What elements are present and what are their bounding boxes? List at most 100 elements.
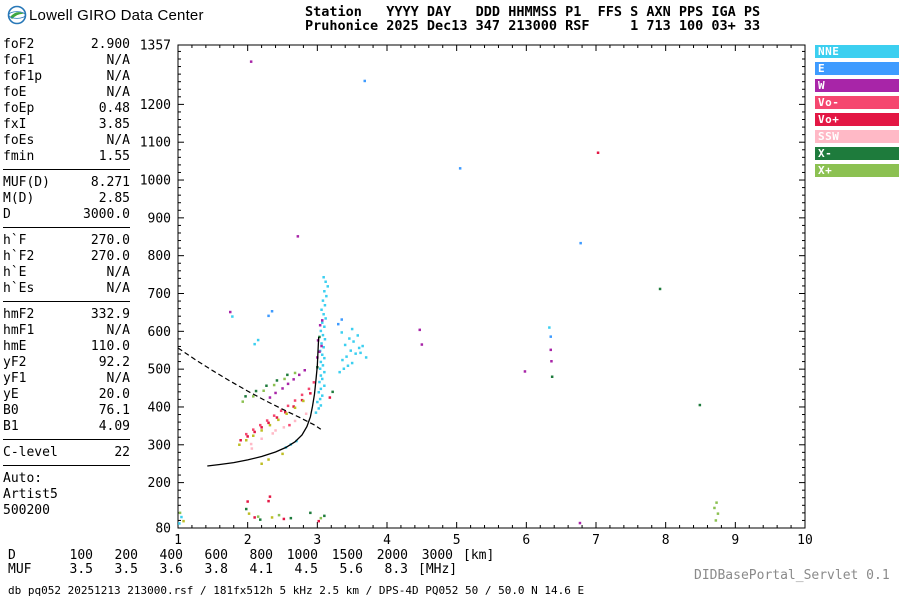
- param-label: Artist5: [3, 487, 58, 502]
- echo-point: [458, 167, 462, 170]
- param-label: hmE: [3, 339, 27, 354]
- x-tick-label: 4: [383, 533, 391, 548]
- param-label: M(D): [3, 191, 35, 206]
- legend-item-vo: Vo-: [815, 96, 899, 109]
- echo-point: [548, 326, 551, 329]
- param-label: foF2: [3, 37, 35, 52]
- echo-point: [321, 364, 325, 367]
- echo-point: [252, 428, 255, 431]
- echo-point: [253, 516, 256, 519]
- param-label: Auto:: [3, 471, 43, 486]
- parameter-panel: foF2 2.900 foF1 N/A foF1p N/A foE N/A foEp 0.48 fx…: [3, 37, 130, 519]
- echo-point: [338, 370, 341, 374]
- echo-point: [281, 387, 284, 390]
- echo-point: [245, 507, 248, 511]
- echo-point: [252, 395, 255, 398]
- echo-point: [286, 404, 290, 408]
- echo-point: [323, 356, 326, 360]
- echo-point: [272, 383, 276, 387]
- echo-point: [318, 324, 322, 327]
- param-value: N/A: [106, 281, 130, 296]
- muf-transmission-curve: [177, 347, 322, 430]
- param-label: h`F: [3, 233, 27, 248]
- echo-point: [262, 389, 265, 392]
- echo-point: [241, 400, 244, 403]
- series-e: [267, 79, 582, 338]
- echo-point: [277, 418, 280, 422]
- param-value: 76.1: [98, 403, 130, 418]
- param-value: 270.0: [90, 233, 130, 248]
- param-value: 3000.0: [83, 207, 130, 222]
- servlet-version: DIDBasePortal_Servlet 0.1: [694, 568, 890, 583]
- echo-point: [319, 360, 323, 364]
- echo-point: [270, 516, 274, 519]
- legend-item-e: E: [815, 62, 899, 75]
- echo-point: [292, 378, 295, 381]
- echo-point: [319, 329, 323, 333]
- distance-row-value: 2000: [376, 548, 408, 563]
- echo-point: [550, 375, 554, 378]
- param-row-fof1p: foF1p N/A: [3, 69, 130, 85]
- echo-point: [323, 338, 327, 341]
- echo-point: [318, 350, 321, 353]
- param-label: MUF(D): [3, 175, 50, 190]
- echo-point: [317, 391, 320, 394]
- distance-row-value: 1500: [331, 548, 363, 563]
- param-label: yF1: [3, 371, 27, 386]
- echo-point: [260, 429, 263, 432]
- param-row-500200: 500200: [3, 503, 130, 519]
- echo-point: [265, 384, 268, 387]
- echo-point: [267, 421, 270, 425]
- echo-point: [328, 396, 332, 399]
- series-ssw: [249, 412, 308, 450]
- echo-point: [275, 379, 279, 382]
- station-header-values: Pruhonice 2025 Dec13 347 213000 RSF 1 71…: [305, 18, 761, 34]
- autoscaled-trace-line: [207, 336, 320, 467]
- echo-point: [289, 516, 293, 520]
- echo-point: [323, 325, 326, 328]
- echo-point: [293, 419, 297, 423]
- x-tick-label: 5: [453, 533, 461, 548]
- echo-point: [323, 514, 326, 518]
- legend-item-x: X-: [815, 147, 899, 160]
- x-tick-label: 3: [313, 533, 321, 548]
- muf-distance-table: D 100 200 400 600 800 1000 1500 2000 3000 [km] MUF 3…: [8, 549, 494, 577]
- echo-point: [418, 328, 421, 332]
- panel-divider: [3, 301, 130, 302]
- echo-point: [286, 382, 290, 386]
- distance-row-value: 1000: [286, 548, 318, 563]
- echo-point: [317, 407, 320, 410]
- param-label: foF1p: [3, 69, 43, 84]
- echo-point: [267, 458, 270, 461]
- echo-point: [324, 317, 327, 320]
- param-row-hf: h`F 270.0: [3, 233, 130, 249]
- muf-row-unit: [MHz]: [418, 562, 458, 577]
- param-row-foes: foEs N/A: [3, 133, 130, 149]
- param-value: 0.48: [98, 101, 130, 116]
- param-label: B1: [3, 419, 19, 434]
- echo-point: [285, 412, 288, 415]
- echo-point: [320, 308, 323, 311]
- x-tick-label: 9: [731, 533, 739, 548]
- param-label: D: [3, 207, 11, 222]
- echo-point: [352, 340, 355, 343]
- echo-point: [321, 321, 324, 324]
- param-label: h`Es: [3, 281, 35, 296]
- param-value: N/A: [106, 85, 130, 100]
- param-row-auto: Auto:: [3, 471, 130, 487]
- legend-item-w: W: [815, 79, 899, 92]
- y-tick-label: 200: [148, 476, 171, 491]
- echo-point: [250, 447, 254, 450]
- param-label: fxI: [3, 117, 27, 132]
- echo-point: [658, 287, 662, 291]
- echo-point: [321, 377, 324, 381]
- echo-point: [324, 280, 327, 283]
- echo-point: [350, 361, 354, 365]
- param-value: N/A: [106, 371, 130, 386]
- param-value: 20.0: [98, 387, 130, 402]
- echo-point: [286, 373, 289, 377]
- distance-row-value: 200: [114, 548, 138, 563]
- param-label: h`E: [3, 265, 27, 280]
- echo-point: [579, 241, 582, 245]
